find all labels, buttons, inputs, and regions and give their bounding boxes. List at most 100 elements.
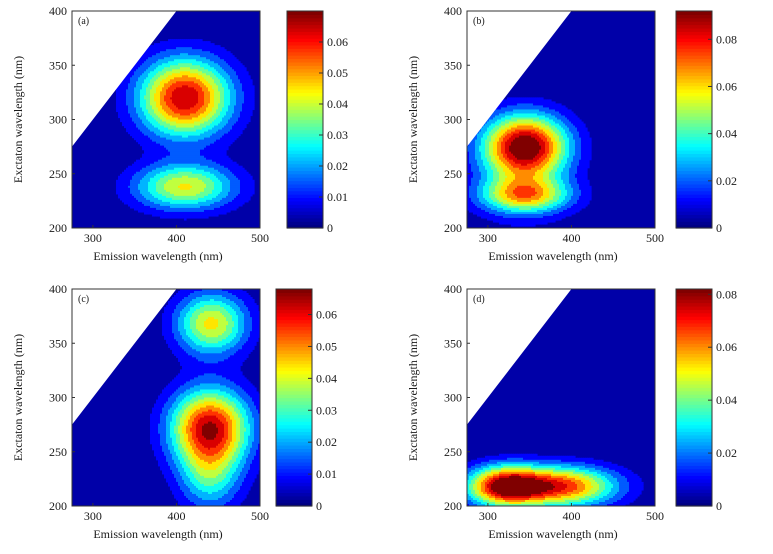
heatmap-cell [222,187,225,191]
heatmap-cell [196,101,199,105]
heatmap-cell [168,187,171,191]
heatmap-cell [150,75,153,78]
heatmap-cell [206,95,209,98]
heatmap-cell [170,159,173,163]
heatmap-cell [168,151,171,155]
heatmap-cell [144,91,147,94]
heatmap-cell [218,129,221,133]
heatmap-cell [156,93,159,96]
heatmap-cell [172,63,175,66]
heatmap-cell [186,121,189,125]
heatmap-cell [178,161,181,165]
heatmap-cell [206,181,209,185]
heatmap-cell [178,183,181,187]
heatmap-cell [134,197,137,201]
heatmap-cell [178,121,181,125]
heatmap-cell [178,87,181,90]
heatmap-cell [214,173,217,177]
heatmap-cell [166,175,169,179]
heatmap-cell [218,119,221,123]
heatmap-cell [226,195,229,199]
heatmap-cell [128,165,131,169]
heatmap-cell [218,199,221,203]
heatmap-cell [204,113,207,117]
heatmap-cell [210,117,213,121]
heatmap-cell [174,83,177,86]
heatmap-cell [184,75,187,78]
heatmap-cell [176,191,179,195]
heatmap-cell [246,105,249,109]
heatmap-cell [202,167,205,171]
heatmap-cell [150,193,153,197]
heatmap-cell [220,105,223,109]
heatmap-cell [222,189,225,193]
heatmap-cell [172,121,175,125]
heatmap-cell [140,83,143,86]
heatmap-cell [242,105,245,109]
heatmap-cell [226,87,229,90]
heatmap-cell [130,109,133,113]
heatmap-cell [150,117,153,121]
heatmap-cell [196,183,199,187]
heatmap-cell [154,91,157,94]
heatmap-cell [138,197,141,201]
heatmap-cell [228,193,231,197]
heatmap-cell [224,59,227,62]
heatmap-cell [122,193,125,197]
heatmap-cell [212,143,215,147]
heatmap-cell [190,173,193,177]
heatmap-cell [152,57,155,60]
heatmap-cell [216,133,219,137]
heatmap-cell [192,71,195,74]
heatmap-cell [170,57,173,60]
heatmap-cell [196,113,199,117]
heatmap-cell [134,93,137,96]
heatmap-cell [178,95,181,98]
heatmap-cell [128,203,131,207]
heatmap-cell [226,99,229,103]
heatmap-cell [150,163,153,167]
heatmap-cell [182,75,185,78]
heatmap-cell [176,167,179,171]
heatmap-cell [174,67,177,70]
heatmap-cell [198,139,201,143]
heatmap-cell [128,191,131,195]
heatmap-cell [226,209,229,213]
heatmap-cell [214,133,217,137]
heatmap-cell [192,45,195,48]
heatmap-cell [220,133,223,137]
heatmap-cell [138,137,141,141]
heatmap-cell [134,71,137,74]
heatmap-cell [168,133,171,137]
heatmap-cell [178,99,181,103]
heatmap-cell [164,195,167,199]
heatmap-cell [196,119,199,123]
heatmap-cell [184,217,187,221]
heatmap-cell [166,61,169,64]
heatmap-cell [200,143,203,147]
heatmap-cell [182,53,185,56]
heatmap-cell [186,133,189,137]
heatmap-cell [176,81,179,84]
heatmap-cell [222,97,225,101]
heatmap-cell [198,123,201,127]
heatmap-cell [142,85,145,88]
heatmap-cell [120,85,123,88]
heatmap-cell [222,205,225,209]
heatmap-cell [218,103,221,107]
heatmap-cell [146,93,149,96]
heatmap-cell [208,169,211,173]
heatmap-cell [156,153,159,157]
heatmap-cell [184,125,187,129]
heatmap-cell [144,205,147,209]
heatmap-cell [190,201,193,205]
heatmap-cell [246,107,249,111]
heatmap-cell [214,195,217,199]
heatmap-cell [160,69,163,72]
heatmap-cell [226,173,229,177]
heatmap-cell [182,203,185,207]
heatmap-cell [188,81,191,84]
heatmap-cell [232,65,235,68]
heatmap-cell [148,95,151,98]
heatmap-cell [128,129,131,133]
